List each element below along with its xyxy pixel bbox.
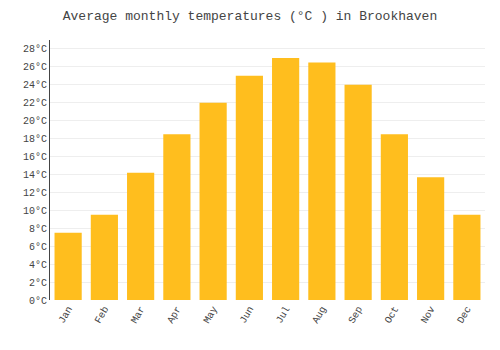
svg-text:Sep: Sep <box>347 305 366 326</box>
svg-text:Mar: Mar <box>129 305 148 326</box>
svg-text:14°C: 14°C <box>23 170 47 181</box>
svg-text:20°C: 20°C <box>23 116 47 127</box>
svg-text:22°C: 22°C <box>23 98 47 109</box>
svg-text:0°C: 0°C <box>29 296 47 307</box>
svg-text:2°C: 2°C <box>29 278 47 289</box>
svg-text:16°C: 16°C <box>23 152 47 163</box>
svg-text:18°C: 18°C <box>23 134 47 145</box>
svg-text:Dec: Dec <box>455 305 474 326</box>
svg-text:4°C: 4°C <box>29 260 47 271</box>
svg-text:6°C: 6°C <box>29 242 47 253</box>
svg-text:May: May <box>202 305 221 326</box>
svg-text:8°C: 8°C <box>29 224 47 235</box>
svg-text:Jun: Jun <box>238 305 257 326</box>
svg-text:12°C: 12°C <box>23 188 47 199</box>
svg-text:10°C: 10°C <box>23 206 47 217</box>
svg-text:Oct: Oct <box>383 305 402 326</box>
svg-text:28°C: 28°C <box>23 44 47 55</box>
svg-text:24°C: 24°C <box>23 80 47 91</box>
svg-text:Apr: Apr <box>165 305 184 326</box>
svg-text:Nov: Nov <box>419 305 438 326</box>
svg-text:Average monthly temperatures (: Average monthly temperatures (°C ) in Br… <box>63 9 437 24</box>
svg-text:Jul: Jul <box>274 305 293 326</box>
svg-text:26°C: 26°C <box>23 62 47 73</box>
svg-text:Aug: Aug <box>310 305 329 326</box>
svg-text:Jan: Jan <box>57 305 76 326</box>
svg-text:Feb: Feb <box>93 305 112 326</box>
